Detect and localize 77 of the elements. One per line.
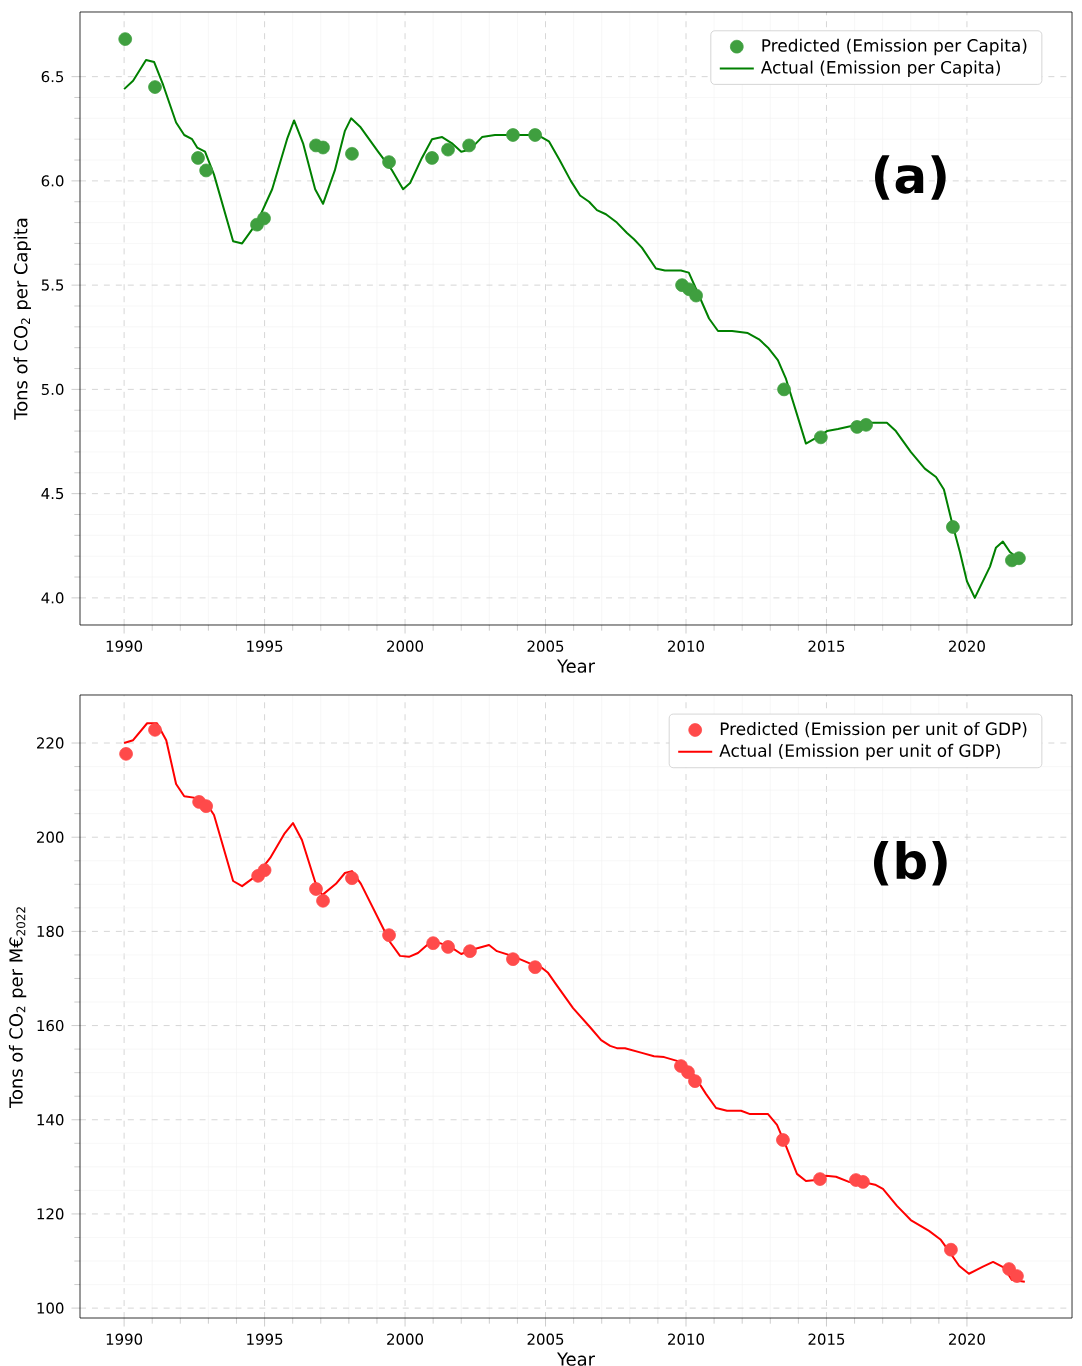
point (309, 882, 323, 896)
x-tick-label: 2015 (808, 640, 845, 652)
y-tick-label: 220 (37, 737, 64, 749)
point (506, 128, 520, 142)
annotation: (b) (874, 841, 947, 886)
y-tick-label: 6.5 (41, 70, 64, 83)
y-tick-label: 120 (37, 1208, 64, 1220)
point (462, 138, 476, 153)
x-tick-label: 2005 (527, 1333, 564, 1345)
legend-label: Predicted (Emission per Capita) (762, 38, 1027, 56)
legend-label: Predicted (Emission per unit of GDP) (720, 722, 1027, 739)
point (345, 871, 359, 885)
point (689, 288, 703, 303)
point (528, 960, 542, 974)
point (776, 1133, 790, 1147)
point (528, 128, 542, 142)
x-tick-label: 1995 (247, 1333, 283, 1345)
y-tick-label: 160 (37, 1019, 64, 1032)
x-tick-label: 2000 (387, 1333, 424, 1345)
x-axis-title: Year (556, 1352, 596, 1366)
y-tick-label: 100 (37, 1302, 64, 1314)
annotation: (a) (875, 155, 946, 200)
point (257, 211, 271, 226)
x-axis-title: Year (556, 659, 596, 673)
y-tick-label: 140 (37, 1114, 64, 1126)
x-tick-label: 1990 (106, 1333, 143, 1345)
x-tick-label: 2020 (949, 640, 985, 652)
point (859, 418, 873, 432)
point (688, 1074, 702, 1088)
point (441, 142, 455, 157)
y-axis-title: Tons of CO$_{2}$ per Capita (13, 218, 31, 420)
x-tick-label: 2020 (949, 1333, 985, 1345)
point (426, 936, 440, 950)
x-tick-label: 1990 (106, 640, 143, 652)
point (813, 1172, 827, 1186)
point (316, 893, 330, 908)
y-tick-label: 6.0 (41, 175, 64, 187)
y-tick-label: 5.5 (41, 279, 64, 291)
y-tick-label: 5.0 (41, 383, 64, 396)
point (382, 155, 396, 169)
point (118, 32, 133, 46)
point (199, 799, 213, 813)
point (382, 928, 396, 942)
point (257, 863, 272, 877)
x-tick-label: 2010 (668, 640, 704, 652)
point (191, 151, 205, 165)
point (681, 1065, 695, 1079)
point (316, 140, 330, 155)
point (441, 940, 455, 954)
x-tick-label: 1995 (247, 640, 283, 652)
line-series (123, 722, 1026, 1283)
point (148, 80, 162, 94)
point (856, 1175, 870, 1189)
point (148, 723, 162, 737)
x-tick-label: 2015 (808, 1333, 845, 1345)
point (463, 944, 477, 958)
y-tick-label: 180 (37, 925, 64, 938)
point (814, 430, 828, 445)
y-tick-label: 200 (37, 831, 64, 843)
y-tick-label: 4.0 (41, 592, 64, 604)
legend-label: Actual (Emission per Capita) (760, 60, 1000, 77)
point (199, 163, 213, 178)
y-tick-label: 4.5 (41, 488, 64, 500)
x-tick-label: 2005 (527, 640, 564, 652)
point (1012, 551, 1026, 566)
point (946, 520, 960, 534)
point (345, 146, 359, 161)
point (944, 1242, 958, 1257)
point (425, 151, 439, 165)
point (506, 952, 520, 966)
legend-label: Actual (Emission per unit of GDP) (719, 743, 1000, 761)
x-tick-label: 2010 (668, 1333, 704, 1345)
y-axis-title: Tons of CO$_{2}$ per M€$_{2022}$ (8, 907, 27, 1109)
point (1010, 1269, 1024, 1283)
point (777, 382, 791, 397)
x-tick-label: 2000 (387, 640, 424, 652)
point (119, 747, 133, 761)
